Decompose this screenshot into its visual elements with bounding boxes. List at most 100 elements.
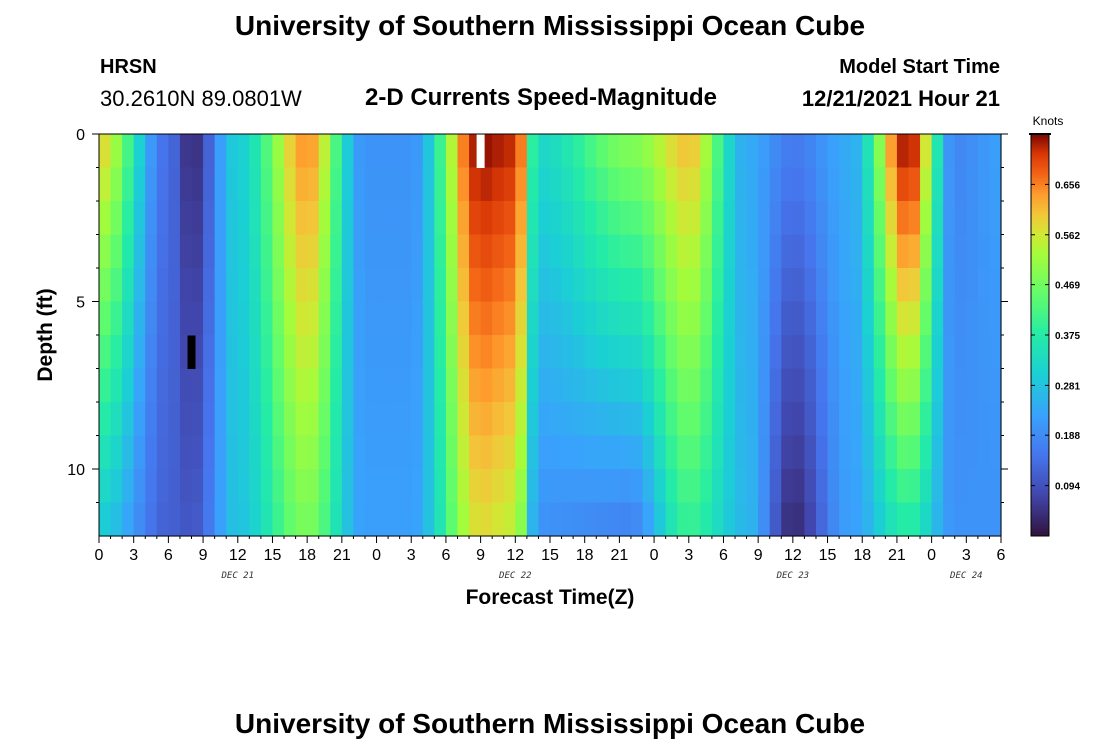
heatmap-cell [920, 134, 933, 169]
heatmap-cell [422, 368, 435, 403]
heatmap-cell [908, 469, 921, 504]
heatmap-cell [469, 335, 482, 370]
heatmap-cell [711, 268, 725, 303]
heatmap-cell [422, 301, 435, 336]
heatmap-cell [873, 335, 886, 370]
heatmap-cell [272, 435, 285, 470]
x-tick-label: 3 [962, 547, 971, 564]
heatmap-cell [133, 301, 146, 336]
heatmap-cell [434, 268, 447, 303]
heatmap-cell [769, 435, 782, 470]
heatmap-cell [492, 268, 505, 303]
heatmap-cell [399, 469, 412, 504]
heatmap-cell [700, 502, 713, 537]
heatmap-cell [665, 469, 678, 504]
heatmap-cell [133, 402, 146, 437]
heatmap-cell [526, 469, 540, 504]
heatmap-cell [503, 335, 516, 370]
x-tick-label: 15 [264, 547, 282, 564]
heatmap-cell [723, 502, 736, 537]
heatmap-cell [966, 268, 979, 303]
heatmap-cell [364, 368, 378, 403]
heatmap-cell [977, 301, 991, 336]
heatmap-cell [226, 268, 239, 303]
heatmap-cell [538, 402, 551, 437]
heatmap-cell [920, 502, 933, 537]
heatmap-cell [989, 268, 1002, 303]
heatmap-cell [99, 469, 112, 504]
x-tick-label: 12 [784, 547, 802, 564]
heatmap-cell [445, 167, 459, 202]
heatmap-cell [630, 502, 644, 537]
x-tick-label: 15 [541, 547, 559, 564]
heatmap-cell [145, 335, 158, 370]
heatmap-cell [746, 469, 759, 504]
heatmap-cell [607, 167, 620, 202]
heatmap-cell [954, 435, 967, 470]
heatmap-cell [399, 435, 412, 470]
heatmap-cell [226, 502, 239, 537]
heatmap-cell [792, 368, 806, 403]
heatmap-cell [607, 402, 620, 437]
heatmap-cell [630, 167, 644, 202]
heatmap-cell [827, 201, 840, 236]
heatmap-cell [145, 167, 158, 202]
heatmap-cell [850, 368, 863, 403]
heatmap-cell [839, 268, 852, 303]
heatmap-cell [885, 402, 898, 437]
heatmap-cell [584, 201, 597, 236]
heatmap-cell [168, 201, 181, 236]
heatmap-cell [353, 134, 366, 169]
heatmap-cell [839, 201, 852, 236]
heatmap-cell [480, 402, 493, 437]
heatmap-cell [781, 301, 794, 336]
heatmap-cell [896, 435, 910, 470]
heatmap-cell [862, 234, 875, 269]
heatmap-cell [179, 134, 193, 169]
heatmap-cell [515, 134, 528, 169]
heatmap-cell [839, 234, 852, 269]
heatmap-cell [203, 368, 216, 403]
heatmap-cell [931, 469, 944, 504]
heatmap-cell [596, 234, 609, 269]
heatmap-cell [711, 134, 725, 169]
heatmap-cell [688, 402, 701, 437]
heatmap-cell [191, 368, 204, 403]
heatmap-cell [862, 502, 875, 537]
heatmap-cell [561, 167, 574, 202]
heatmap-cell [920, 435, 933, 470]
heatmap-cell [272, 502, 285, 537]
heatmap-cell [630, 134, 644, 169]
heatmap-cell [457, 167, 470, 202]
heatmap-cell [885, 134, 898, 169]
heatmap-cell [191, 469, 204, 504]
heatmap-cell [526, 134, 540, 169]
heatmap-cell [896, 268, 910, 303]
heatmap-cell [341, 167, 355, 202]
heatmap-cell [642, 268, 655, 303]
heatmap-cell [295, 268, 308, 303]
heatmap-cell [191, 435, 204, 470]
heatmap-cell [422, 134, 435, 169]
heatmap-cell [260, 402, 274, 437]
heatmap-cell [966, 301, 979, 336]
heatmap-cell [781, 368, 794, 403]
heatmap-cell [642, 201, 655, 236]
heatmap-cell [364, 435, 378, 470]
heatmap-cell [272, 469, 285, 504]
heatmap-cell [353, 201, 366, 236]
heatmap-cell [457, 469, 470, 504]
heatmap-cell [977, 402, 991, 437]
x-tick-label: 0 [650, 547, 659, 564]
heatmap-cell [515, 335, 528, 370]
heatmap-cell [700, 402, 713, 437]
heatmap-cell [573, 134, 586, 169]
heatmap-cell [723, 368, 736, 403]
heatmap-cell [376, 201, 389, 236]
heatmap-cell [850, 469, 863, 504]
heatmap-cell [735, 335, 748, 370]
heatmap-cell [815, 201, 829, 236]
heatmap-cell [260, 268, 274, 303]
heatmap-cell [480, 301, 493, 336]
heatmap-cell [630, 335, 644, 370]
